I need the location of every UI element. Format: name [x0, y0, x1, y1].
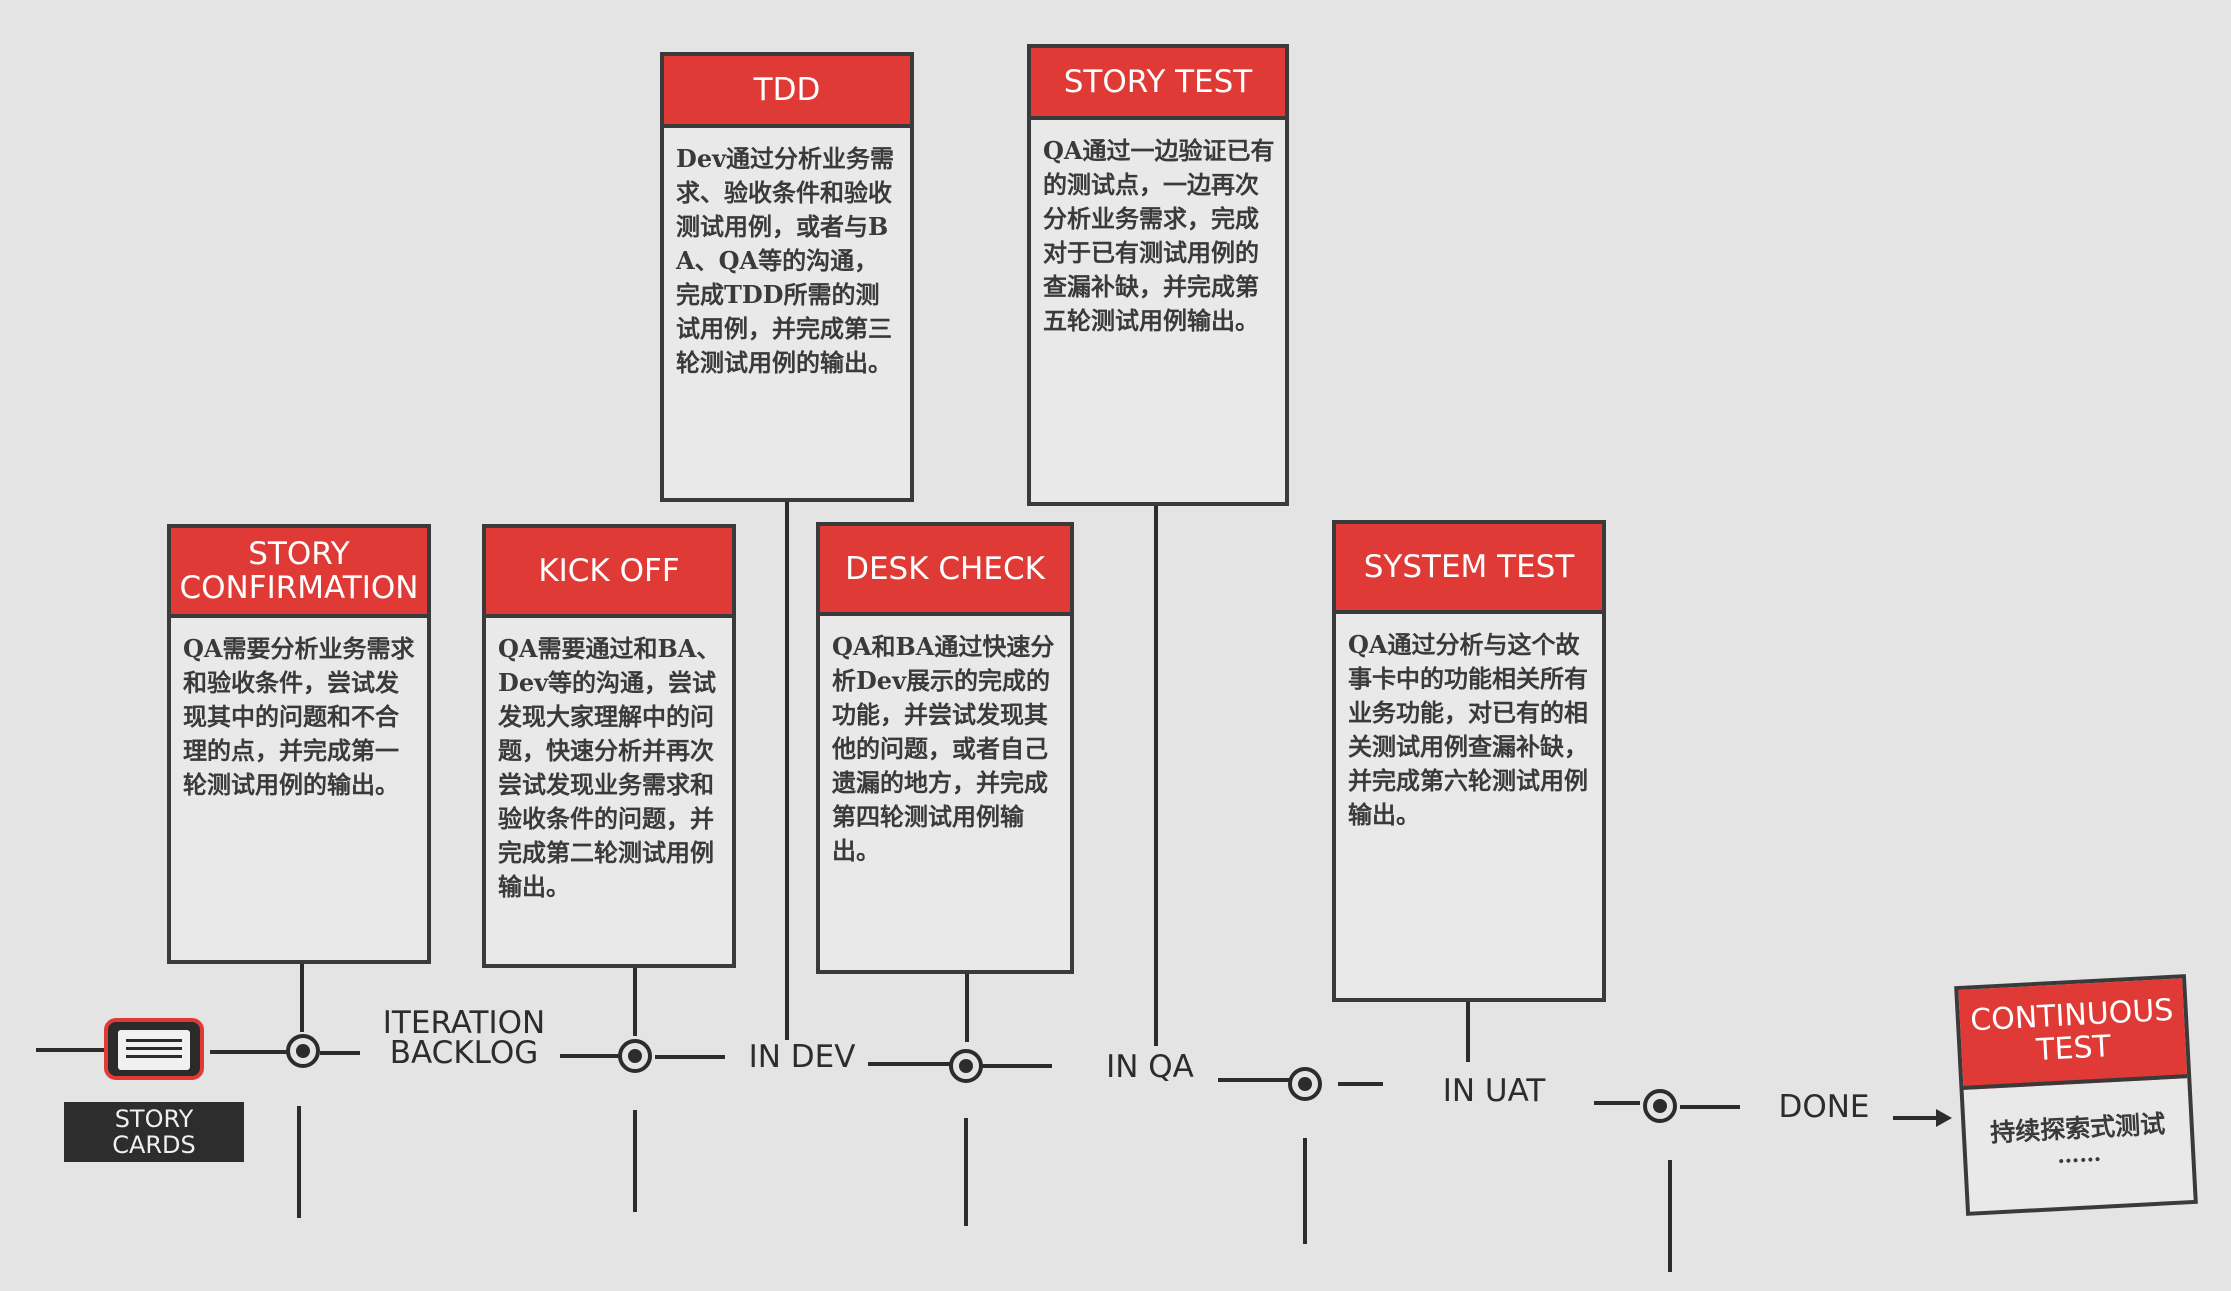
- timeline-segment: [36, 1048, 104, 1052]
- timeline-segment: [860, 1062, 950, 1066]
- column-label-iteration-backlog: ITERATION BACKLOG: [368, 1008, 560, 1069]
- stage-description: Dev通过分析业务需求、验收条件和验收测试用例，或者与BA、QA等的沟通，完成T…: [676, 144, 895, 377]
- stage-story-confirmation: STORY CONFIRMATION QA需要分析业务需求和验收条件，尝试发现其…: [167, 524, 431, 964]
- stage-description: QA和BA通过快速分析Dev展示的完成的功能，并尝试发现其他的问题，或者自己遗漏…: [832, 632, 1055, 865]
- stage-title: STORY TEST: [1031, 48, 1285, 120]
- story-cards-label: STORY CARDS: [64, 1102, 244, 1162]
- timeline-node-icon: [618, 1039, 652, 1073]
- stage-system-test: SYSTEM TEST QA通过分析与这个故事卡中的功能相关所有业务功能，对已有…: [1332, 520, 1606, 1002]
- timeline-node-icon: [1643, 1089, 1677, 1123]
- timeline-segment: [320, 1051, 360, 1055]
- lane-line: [1303, 1138, 1307, 1244]
- timeline-segment: [1338, 1082, 1383, 1086]
- timeline-node-icon: [1288, 1067, 1322, 1101]
- stage-description: QA通过分析与这个故事卡中的功能相关所有业务功能，对已有的相关测试用例查漏补缺，…: [1348, 630, 1588, 829]
- card-icon: [118, 1030, 190, 1070]
- story-cards-icon: [104, 1018, 204, 1080]
- stage-description: QA通过一边验证已有的测试点，一边再次分析业务需求，完成对于已有测试用例的查漏补…: [1043, 136, 1275, 335]
- stage-kick-off: KICK OFF QA需要通过和BA、Dev等的沟通，尝试发现大家理解中的问题，…: [482, 524, 736, 968]
- stage-description: QA需要分析业务需求和验收条件，尝试发现其中的问题和不合理的点，并完成第一轮测试…: [183, 634, 415, 799]
- arrow-head-icon: [1936, 1109, 1952, 1127]
- column-label-done: DONE: [1755, 1092, 1893, 1123]
- timeline-segment: [982, 1064, 1052, 1068]
- stage-title: STORY CONFIRMATION: [171, 528, 427, 618]
- timeline-segment: [1594, 1101, 1640, 1105]
- connector-tdd: [785, 500, 789, 1040]
- timeline-segment: [1218, 1078, 1308, 1082]
- column-label-in-uat: IN UAT: [1430, 1076, 1558, 1107]
- stage-desk-check: DESK CHECK QA和BA通过快速分析Dev展示的完成的功能，并尝试发现其…: [816, 522, 1074, 974]
- column-label-in-dev: IN DEV: [736, 1042, 868, 1073]
- stage-description: QA需要通过和BA、Dev等的沟通，尝试发现大家理解中的问题，快速分析并再次尝试…: [498, 634, 721, 901]
- timeline-segment: [655, 1055, 725, 1059]
- column-label-in-qa: IN QA: [1094, 1052, 1206, 1083]
- timeline-node-icon: [949, 1049, 983, 1083]
- lane-line: [1668, 1160, 1672, 1272]
- timeline-segment: [1680, 1105, 1740, 1109]
- timeline-node-icon: [286, 1034, 320, 1068]
- timeline-segment: [1890, 1116, 1938, 1120]
- stage-title: CONTINUOUS TEST: [1958, 978, 2188, 1090]
- connector-kick-off: [633, 966, 637, 1036]
- lane-line: [297, 1106, 301, 1218]
- lane-line: [964, 1118, 968, 1226]
- stage-title: DESK CHECK: [820, 526, 1070, 616]
- lane-line: [633, 1110, 637, 1212]
- connector-story-test: [1154, 506, 1158, 1046]
- timeline-segment: [555, 1054, 635, 1058]
- connector-system-test: [1466, 998, 1470, 1062]
- stage-story-test: STORY TEST QA通过一边验证已有的测试点，一边再次分析业务需求，完成对…: [1027, 44, 1289, 506]
- timeline-segment: [210, 1050, 290, 1054]
- stage-tdd: TDD Dev通过分析业务需求、验收条件和验收测试用例，或者与BA、QA等的沟通…: [660, 52, 914, 502]
- stage-continuous-test: CONTINUOUS TEST 持续探索式测试 ……: [1954, 974, 2198, 1216]
- stage-title: TDD: [664, 56, 910, 128]
- stage-description: 持续探索式测试: [1989, 1109, 2166, 1148]
- stage-title: SYSTEM TEST: [1336, 524, 1602, 614]
- connector-story-confirmation: [300, 962, 304, 1032]
- stage-title: KICK OFF: [486, 528, 732, 618]
- connector-desk-check: [965, 972, 969, 1042]
